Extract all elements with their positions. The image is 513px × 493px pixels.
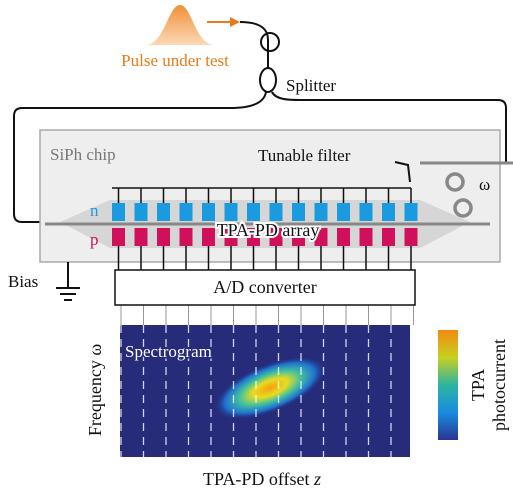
n-strip bbox=[382, 203, 395, 221]
spectrogram-label: Spectrogram bbox=[125, 342, 212, 361]
n-label: n bbox=[90, 201, 99, 220]
n-strip bbox=[360, 203, 373, 221]
p-strip bbox=[157, 228, 170, 246]
p-strip bbox=[180, 228, 193, 246]
diagram: Pulse under test Splitter SiPh chip Tuna… bbox=[0, 0, 513, 493]
x-symbol: z bbox=[313, 469, 321, 489]
array-label: TPA-PD array bbox=[217, 220, 320, 240]
p-strip bbox=[135, 228, 148, 246]
n-strip bbox=[135, 203, 148, 221]
x-label: TPA-PD offset z bbox=[203, 469, 321, 489]
adc-label: A/D converter bbox=[213, 277, 316, 297]
p-strip bbox=[360, 228, 373, 246]
n-strip bbox=[315, 203, 328, 221]
n-strip bbox=[157, 203, 170, 221]
n-strip bbox=[247, 203, 260, 221]
n-strip bbox=[270, 203, 283, 221]
p-strip bbox=[112, 228, 125, 246]
colorbar-label: photocurrent bbox=[489, 339, 509, 431]
n-strip bbox=[225, 203, 238, 221]
p-strip bbox=[382, 228, 395, 246]
arrow-head bbox=[230, 17, 240, 27]
x-label-text: TPA-PD offset bbox=[203, 469, 314, 489]
filter-label: Tunable filter bbox=[258, 146, 351, 165]
bias-label: Bias bbox=[8, 272, 38, 291]
y-label: Frequency ω bbox=[85, 344, 105, 436]
n-strip bbox=[180, 203, 193, 221]
p-label: p bbox=[90, 230, 99, 249]
colorbar-label: TPA bbox=[468, 369, 488, 401]
pulse-shape bbox=[145, 5, 215, 45]
p-strip bbox=[202, 228, 215, 246]
n-strip bbox=[292, 203, 305, 221]
n-strip bbox=[112, 203, 125, 221]
n-strip bbox=[405, 203, 418, 221]
chip-label: SiPh chip bbox=[50, 145, 116, 164]
n-strip bbox=[202, 203, 215, 221]
ground bbox=[56, 262, 80, 300]
n-strip bbox=[337, 203, 350, 221]
p-strip bbox=[405, 228, 418, 246]
omega: ω bbox=[479, 175, 490, 194]
pulse-label: Pulse under test bbox=[121, 51, 229, 70]
p-strip bbox=[337, 228, 350, 246]
colorbar bbox=[438, 330, 458, 440]
splitter-label: Splitter bbox=[286, 76, 336, 95]
